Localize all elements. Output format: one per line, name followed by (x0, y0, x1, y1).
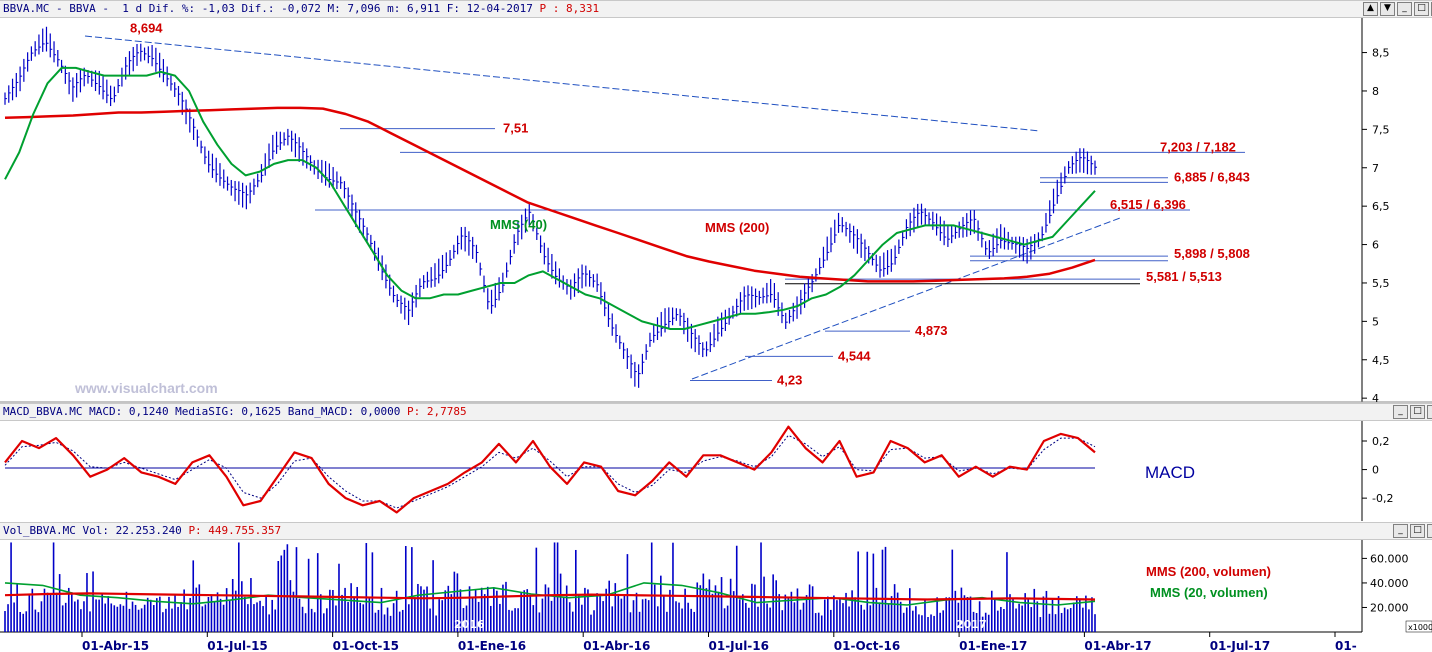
x-tick-label: 01-Ene-17 (959, 639, 1027, 652)
macd-panel-header: MACD_BBVA.MC MACD: 0,1240 MediaSIG: 0,16… (0, 403, 1432, 421)
price-tick-label: 8 (1372, 85, 1379, 98)
macd-tick-label: 0,2 (1372, 435, 1390, 448)
volume-p-label: P: 449.755.357 (188, 524, 282, 537)
volume-close-button[interactable]: ✕ (1427, 524, 1432, 538)
price-tick-label: 7,5 (1372, 123, 1390, 136)
scroll-down-button[interactable]: ▼ (1380, 2, 1395, 16)
scroll-up-button[interactable]: ▲ (1363, 2, 1378, 16)
price-tick-label: 5,5 (1372, 277, 1390, 290)
x-tick-labels: 01-Abr-15 01-Jul-15 01-Oct-15 01-Ene-16 01-A… (81, 632, 1357, 652)
level-label: 8,694 (130, 21, 163, 36)
volume-mms20-label: MMS (20, volumen) (1150, 585, 1268, 600)
macd-values-label: MACD_BBVA.MC MACD: 0,1240 MediaSIG: 0,16… (3, 405, 401, 418)
price-tick-label: 6,5 (1372, 200, 1390, 213)
macd-lines (4, 425, 1096, 514)
macd-tick-label: -0,2 (1372, 492, 1393, 505)
mms40-line (4, 66, 1096, 330)
volume-window-buttons: _ □ ✕ (1393, 524, 1432, 538)
price-tick-label: 5 (1372, 315, 1379, 328)
macd-window-buttons: _ □ ✕ (1393, 405, 1432, 419)
min-label: m: 6,911 (387, 2, 441, 15)
price-tick-label: 7 (1372, 162, 1379, 175)
level-label: 6,515 / 6,396 (1110, 197, 1186, 212)
dif-pct-label: Dif. %: -1,03 (148, 2, 235, 15)
price-tick-labels: 4 4,5 5 5,5 6 6,5 7 7,5 8 8,5 (1362, 47, 1390, 405)
volume-tick-label: 20.000 (1370, 601, 1409, 614)
mms40-label: MMS (40) (490, 217, 547, 232)
date-label: F: 12-04-2017 (446, 2, 533, 15)
x-tick-label: 01-Jul-16 (709, 639, 769, 652)
x-tick-label: 01-Abr-17 (1084, 639, 1151, 652)
macd-tick-labels: -0,2 0 0,2 (1362, 435, 1393, 505)
macd-line (4, 425, 1096, 514)
level-label: 6,885 / 6,843 (1174, 170, 1250, 185)
price-window-buttons: ▲ ▼ _ □ ✕ (1363, 2, 1432, 16)
level-label: 4,544 (838, 348, 871, 363)
volume-mms200-label: MMS (200, volumen) (1146, 564, 1271, 579)
volume-tick-label: 40.000 (1370, 577, 1409, 590)
level-label: 5,581 / 5,513 (1146, 269, 1222, 284)
macd-signal-line (4, 434, 1096, 509)
volume-values-label: Vol_BBVA.MC Vol: 22.253.240 (3, 524, 182, 537)
downtrend-line (84, 35, 1041, 132)
watermark: www.visualchart.com (74, 380, 218, 396)
x-tick-label: 01-Oct-15 (333, 639, 399, 652)
volume-mms200-line (4, 592, 1096, 601)
p-label: P : 8,331 (539, 2, 600, 15)
volume-tick-label: 60.000 (1370, 552, 1409, 565)
moving-averages (4, 66, 1096, 330)
price-tick-label: 6 (1372, 239, 1379, 252)
unit-label: x1000 (1408, 623, 1432, 632)
x-tick-label: 01-Jul-15 (207, 639, 267, 652)
ticker-label: BBVA.MC - BBVA - (3, 2, 109, 15)
macd-tick-label: 0 (1372, 464, 1379, 477)
period-label: 1 d (122, 2, 143, 15)
volume-minimize-button[interactable]: _ (1393, 524, 1408, 538)
year-label-2017: 2017 (956, 618, 987, 631)
x-tick-label: 01-Oct-16 (834, 639, 900, 652)
x-tick-label: 01- (1335, 639, 1357, 652)
macd-maximize-button[interactable]: □ (1410, 405, 1425, 419)
macd-minimize-button[interactable]: _ (1393, 405, 1408, 419)
macd-p-label: P: 2,7785 (406, 405, 467, 418)
level-label: 7,203 / 7,182 (1160, 139, 1236, 154)
volume-bars (4, 542, 1096, 632)
price-header-text: BBVA.MC - BBVA - 1 d Dif. %: -1,03 Dif.:… (3, 2, 599, 15)
x-tick-label: 01-Ene-16 (458, 639, 526, 652)
dif-label: Dif.: -0,072 (241, 2, 321, 15)
volume-tick-labels: 20.000 40.000 60.000 (1362, 552, 1409, 614)
price-tick-label: 4,5 (1372, 354, 1390, 367)
volume-moving-averages (4, 582, 1096, 606)
level-label: 4,23 (777, 372, 802, 387)
volume-header-text: Vol_BBVA.MC Vol: 22.253.240 P: 449.755.3… (3, 524, 281, 537)
price-panel-header: BBVA.MC - BBVA - 1 d Dif. %: -1,03 Dif.:… (0, 0, 1432, 18)
year-label-2016: 2016 (454, 618, 485, 631)
maximize-button[interactable]: □ (1414, 2, 1429, 16)
unit-box (1405, 620, 1432, 633)
x-tick-label: 01-Jul-17 (1210, 639, 1270, 652)
volume-maximize-button[interactable]: □ (1410, 524, 1425, 538)
volume-panel-header: Vol_BBVA.MC Vol: 22.253.240 P: 449.755.3… (0, 522, 1432, 540)
uptrend-line (691, 217, 1121, 380)
price-tick-label: 8,5 (1372, 47, 1390, 60)
support-resistance-levels: 8,694 7,51 7,203 / 7,182 6,885 / 6,843 6,515… (130, 21, 1250, 388)
x-tick-label: 01-Abr-15 (82, 639, 149, 652)
max-label: M: 7,096 (327, 2, 381, 15)
level-label: 4,873 (915, 323, 948, 338)
x-tick-label: 01-Abr-16 (583, 639, 650, 652)
price-bars (4, 26, 1097, 388)
mms200-label: MMS (200) (705, 220, 769, 235)
price-tick-label: 4 (1372, 392, 1379, 405)
macd-close-button[interactable]: ✕ (1427, 405, 1432, 419)
minimize-button[interactable]: _ (1397, 2, 1412, 16)
mms200-line (4, 106, 1096, 283)
macd-header-text: MACD_BBVA.MC MACD: 0,1240 MediaSIG: 0,16… (3, 405, 467, 418)
level-label: 5,898 / 5,808 (1174, 246, 1250, 261)
level-label: 7,51 (503, 121, 528, 136)
macd-panel-label: MACD (1145, 463, 1195, 482)
